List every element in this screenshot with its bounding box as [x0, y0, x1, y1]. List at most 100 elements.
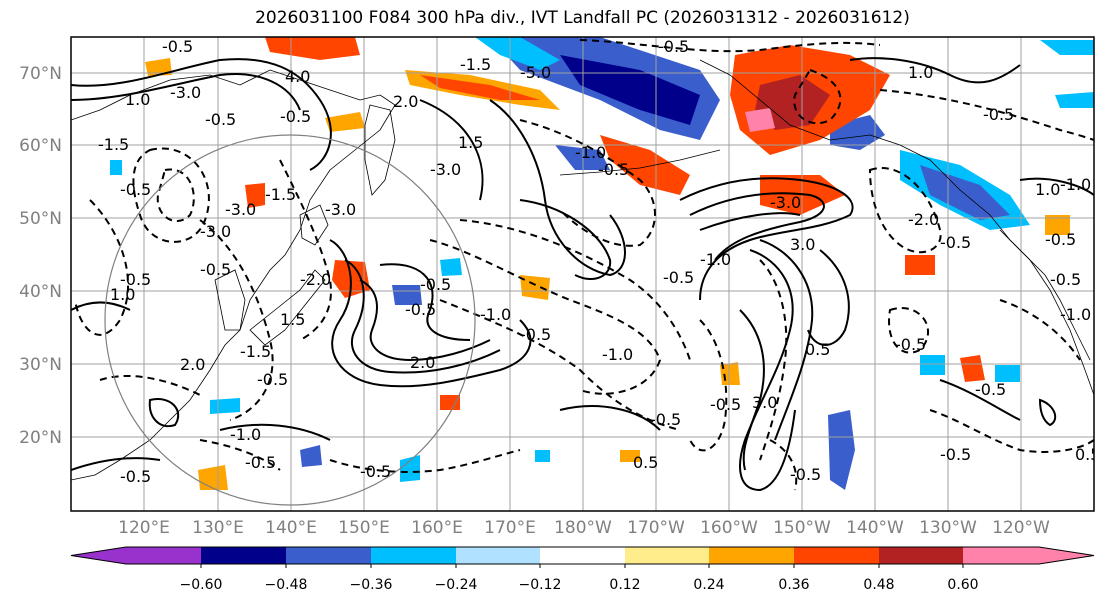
- contour-label: -0.5: [162, 37, 193, 56]
- contour-label: -0.5: [790, 465, 821, 484]
- colorbar-outline: [70, 546, 1095, 565]
- us-west-coast: [999, 229, 1091, 361]
- contour-label: -0.5: [520, 325, 551, 344]
- colorbar-segment: [879, 547, 963, 564]
- positive-area: [1045, 215, 1070, 235]
- lon-label: 180°W: [554, 518, 612, 538]
- negative-area: [995, 365, 1020, 382]
- contour-labels: -0.5 -3.0 -5.0 -1.5 -0.5 1.0 4.0 -0.5 2.…: [98, 37, 1094, 486]
- negative-area: [440, 258, 462, 276]
- lon-label: 120°W: [992, 518, 1050, 538]
- contour-label: -0.5: [975, 380, 1006, 399]
- lat-label: 20°N: [19, 428, 62, 448]
- contour-label: 2.0: [393, 92, 418, 111]
- contour-label: -2.0: [300, 270, 331, 289]
- colorbar-tick-label: 0.60: [947, 577, 978, 593]
- contour-label: -1.5: [265, 185, 296, 204]
- positive-area: [960, 355, 985, 382]
- contour-label: 2.0: [410, 353, 435, 372]
- contour-label: -5.0: [520, 63, 551, 82]
- contour-label: 4.0: [285, 67, 310, 86]
- colorbar-tick-label: −0.60: [180, 577, 223, 593]
- positive-contours: [71, 57, 1094, 492]
- contour-label: -0.5: [120, 270, 151, 289]
- colorbar-tick-label: −0.24: [435, 577, 478, 593]
- colorbar-extend-low: [71, 547, 126, 564]
- contour-label: -0.5: [598, 160, 629, 179]
- contour-label: -2.0: [908, 210, 939, 229]
- contour-label: -1.0: [602, 345, 633, 364]
- japan-coast: [249, 269, 326, 346]
- colorbar-segment: [963, 547, 1039, 564]
- map-title: 2026031100 F084 300 hPa div., IVT Landfa…: [255, 8, 910, 28]
- negative-area: [392, 285, 422, 305]
- lon-label: 150°W: [773, 518, 831, 538]
- colorbar-segment: [201, 547, 286, 564]
- negative-contours: [74, 39, 1094, 491]
- colorbar-segment: [456, 547, 540, 564]
- contour-label: 0.5: [633, 453, 658, 472]
- contour-label: -0.5: [663, 268, 694, 287]
- contour-label: 2.0: [180, 355, 205, 374]
- contour-label: -0.5: [940, 445, 971, 464]
- lon-label: 160°E: [411, 518, 463, 538]
- contour-label: -1.0: [480, 305, 511, 324]
- contour-label: -1.5: [460, 55, 491, 74]
- colorbar-segment: [371, 547, 456, 564]
- contour-label: -0.5: [895, 335, 926, 354]
- colorbar-tick-label: 0.36: [778, 577, 809, 593]
- negative-area: [110, 160, 122, 175]
- contour-label: -3.0: [770, 193, 801, 212]
- contour-label: -0.5: [405, 300, 436, 319]
- negative-area: [920, 355, 945, 375]
- lat-labels: 70°N 60°N 50°N 40°N 30°N 20°N: [19, 64, 62, 448]
- contour-label: 1.5: [280, 310, 305, 329]
- negative-area: [535, 450, 550, 462]
- contour-label: -0.5: [200, 260, 231, 279]
- lon-label: 160°W: [700, 518, 758, 538]
- lat-label: 40°N: [19, 282, 62, 302]
- contour-label: 1.0: [1035, 180, 1060, 199]
- contour-label: -1.0: [230, 425, 261, 444]
- positive-area: [265, 37, 360, 60]
- lon-label: 150°E: [338, 518, 390, 538]
- negative-area: [210, 398, 240, 414]
- lon-label: 170°E: [484, 518, 536, 538]
- colorbar-segment: [709, 547, 794, 564]
- lon-label: 140°E: [265, 518, 317, 538]
- map-frame: [70, 36, 1095, 512]
- lon-label: 120°E: [118, 518, 170, 538]
- contour-label: -0.5: [1045, 230, 1076, 249]
- aleutian-coast: [559, 149, 721, 176]
- lat-label: 70°N: [19, 64, 62, 84]
- colorbar-tick-label: 0.48: [863, 577, 894, 593]
- negative-area: [1040, 40, 1094, 55]
- contour-label: -0.5: [710, 395, 741, 414]
- contour-label: -3.0: [325, 200, 356, 219]
- contour-label: -0.5: [940, 233, 971, 252]
- colorbar-segment: [625, 547, 709, 564]
- positive-area: [520, 275, 550, 300]
- japan-north: [299, 204, 329, 246]
- contour-label: -1.5: [98, 135, 129, 154]
- colorbar-segment: [540, 547, 625, 564]
- colorbar-tick-label: 0.24: [693, 577, 724, 593]
- contour-label: -3.0: [430, 160, 461, 179]
- negative-area: [475, 37, 560, 70]
- contour-label: -1.0: [1060, 305, 1091, 324]
- contour-label: 0.5: [805, 340, 830, 359]
- positive-area: [440, 395, 460, 410]
- lon-label: 170°W: [627, 518, 685, 538]
- positive-area: [325, 112, 365, 132]
- guide-circle: [104, 134, 476, 506]
- contour-label: 3.0: [790, 235, 815, 254]
- contour-label: -0.5: [658, 37, 689, 56]
- lon-label: 130°E: [192, 518, 244, 538]
- contour-label: -0.5: [120, 467, 151, 486]
- negative-area: [400, 455, 420, 482]
- positive-area: [198, 465, 228, 490]
- contour-label: -0.5: [257, 370, 288, 389]
- positive-area: [245, 183, 265, 208]
- contour-label: -0.5: [205, 110, 236, 129]
